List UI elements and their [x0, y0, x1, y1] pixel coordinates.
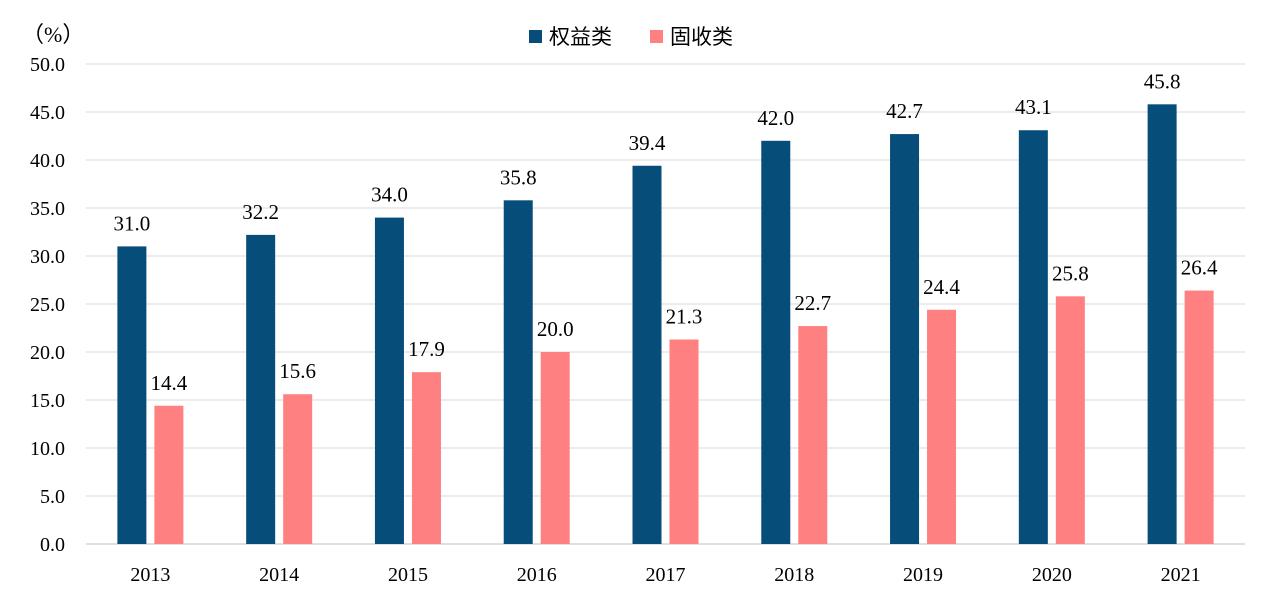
bar-fixed-income-2014 — [283, 394, 313, 544]
data-label-equity-2017: 39.4 — [629, 131, 666, 155]
bar-equity-2021 — [1147, 104, 1177, 544]
y-tick-label: 45.0 — [30, 102, 65, 124]
bar-equity-2018 — [761, 140, 791, 545]
bar-equity-2017 — [632, 165, 662, 544]
y-tick-label: 40.0 — [30, 150, 65, 172]
data-label-equity-2013: 31.0 — [114, 211, 151, 235]
data-label-fixed-income-2013: 14.4 — [151, 371, 188, 395]
bar-fixed-income-2019 — [927, 309, 957, 544]
data-label-equity-2020: 43.1 — [1015, 95, 1052, 119]
legend-swatch-fixed-income — [650, 30, 663, 43]
data-label-equity-2018: 42.0 — [757, 106, 794, 130]
data-label-fixed-income-2016: 20.0 — [537, 317, 574, 341]
y-tick-label: 30.0 — [30, 246, 65, 268]
bar-fixed-income-2016 — [540, 352, 570, 544]
legend-label-fixed-income: 固收类 — [670, 25, 733, 49]
data-label-fixed-income-2014: 15.6 — [279, 359, 316, 383]
grid-lines — [86, 63, 1245, 545]
y-tick-label: 25.0 — [30, 294, 65, 316]
bar-fixed-income-2021 — [1184, 290, 1214, 544]
bars — [117, 104, 1214, 545]
y-unit-label: （%） — [22, 22, 84, 47]
y-tick-label: 50.0 — [30, 54, 65, 76]
data-label-fixed-income-2019: 24.4 — [923, 275, 960, 299]
bar-equity-2013 — [117, 246, 147, 544]
y-axis: 0.0 5.0 10.0 15.0 20.0 25.0 30.0 35.0 40.0 45.0 50… — [30, 54, 65, 556]
data-label-fixed-income-2020: 25.8 — [1052, 261, 1089, 285]
bar-equity-2015 — [374, 217, 404, 544]
data-label-fixed-income-2021: 26.4 — [1181, 256, 1218, 280]
x-tick-label: 2021 — [1161, 564, 1201, 586]
bar-fixed-income-2015 — [411, 372, 441, 544]
bar-equity-2019 — [890, 134, 920, 544]
y-tick-label: 0.0 — [40, 534, 65, 556]
data-label-fixed-income-2017: 21.3 — [666, 305, 703, 329]
x-tick-label: 2015 — [388, 564, 428, 586]
x-tick-label: 2017 — [646, 564, 686, 586]
y-tick-label: 35.0 — [30, 198, 65, 220]
data-label-equity-2016: 35.8 — [500, 165, 537, 189]
x-axis: 2013 2014 2015 2016 2017 2018 2019 2020 2021 — [130, 564, 1200, 586]
y-tick-label: 15.0 — [30, 390, 65, 412]
x-tick-label: 2020 — [1032, 564, 1072, 586]
data-label-fixed-income-2018: 22.7 — [794, 291, 831, 315]
data-label-equity-2014: 32.2 — [242, 200, 279, 224]
y-tick-label: 10.0 — [30, 438, 65, 460]
x-tick-label: 2016 — [517, 564, 557, 586]
bar-equity-2020 — [1018, 130, 1048, 545]
x-tick-label: 2014 — [259, 564, 299, 586]
legend: 权益类 固收类 — [529, 25, 733, 49]
x-tick-label: 2019 — [903, 564, 943, 586]
bar-fixed-income-2018 — [798, 326, 828, 544]
x-tick-label: 2018 — [774, 564, 814, 586]
bar-fixed-income-2017 — [669, 339, 699, 544]
legend-label-equity: 权益类 — [549, 25, 612, 49]
bar-equity-2016 — [503, 200, 533, 544]
legend-swatch-equity — [529, 30, 542, 43]
data-label-equity-2019: 42.7 — [886, 99, 923, 123]
data-labels: 31.0 14.4 32.2 15.6 34.0 17.9 35.8 20.0 39.4 21.3… — [114, 69, 1218, 394]
bar-equity-2014 — [246, 234, 276, 544]
y-tick-label: 5.0 — [40, 486, 65, 508]
data-label-equity-2021: 45.8 — [1144, 69, 1181, 93]
x-tick-label: 2013 — [130, 564, 170, 586]
bar-fixed-income-2013 — [154, 405, 184, 544]
y-tick-label: 20.0 — [30, 342, 65, 364]
bar-fixed-income-2020 — [1055, 296, 1085, 544]
data-label-equity-2015: 34.0 — [371, 183, 408, 207]
data-label-fixed-income-2015: 17.9 — [408, 337, 445, 361]
